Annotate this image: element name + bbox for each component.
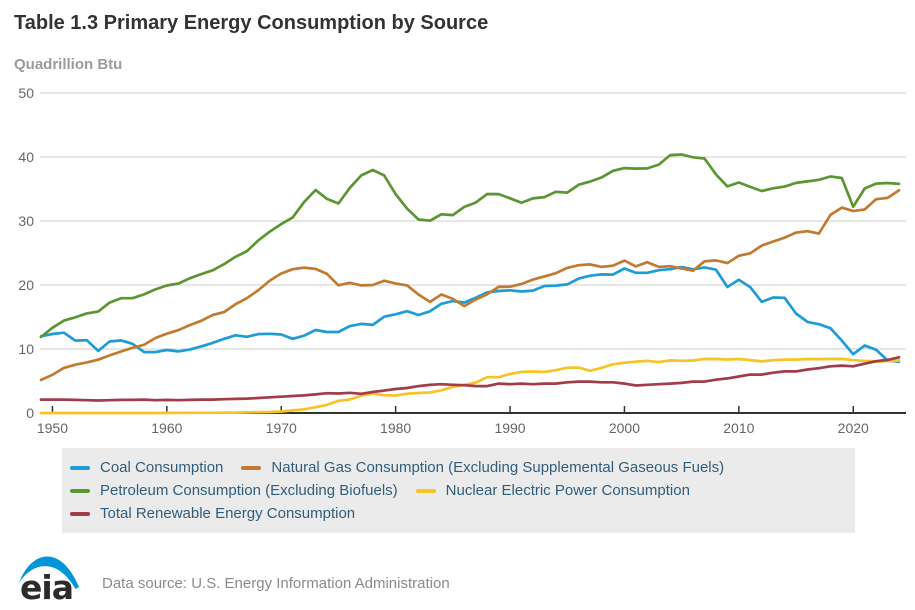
legend-swatch-icon [70,488,90,493]
legend-label: Total Renewable Energy Consumption [100,505,356,522]
legend-label: Nuclear Electric Power Consumption [445,482,690,499]
series-petroleum-consumption-excluding-biofuels [39,153,901,339]
line-chart: 0 10 20 30 40 50 1950 1960 1970 1980 1990 2000 2010 2… [18,86,906,436]
x-tick-label: 1970 [266,420,297,436]
legend-swatch-icon [241,465,262,470]
legend-item-petroleum-consumption-excluding-biofuels: Petroleum Consumption (Excluding Biofuel… [68,479,398,502]
x-tick-label: 2000 [609,420,640,436]
legend-label: Coal Consumption [100,459,224,476]
legend-item-coal-consumption: Coal Consumption [68,456,223,479]
x-tick-label: 1990 [494,420,525,436]
x-tick-label: 1980 [380,420,411,436]
x-tick-label: 1950 [37,420,68,436]
eia-logo: eia [19,556,79,602]
y-tick-label: 20 [18,277,34,293]
y-tick-label: 40 [18,149,34,165]
page-title: Table 1.3 Primary Energy Consumption by … [14,12,489,34]
legend-swatch-icon [70,511,90,516]
footer: eia Data source: U.S. Energy Information… [18,544,450,602]
series-natural-gas-consumption-excluding-supplemental-gaseous-fuels [39,188,901,382]
eia-logo-text: eia [20,568,73,602]
legend-item-natural-gas-consumption-excluding-supplemental-gaseous-fuels: Natural Gas Consumption (Excluding Suppl… [239,456,724,479]
legend-swatch-icon [70,465,90,470]
y-tick-label: 10 [18,341,34,357]
eia-logo-swoosh-icon [19,556,79,589]
legend-label: Petroleum Consumption (Excluding Biofuel… [100,482,398,499]
legend-label: Natural Gas Consumption (Excluding Suppl… [271,459,725,476]
data-source-label: Data source: U.S. Energy Information Adm… [102,575,450,592]
x-tick-label: 1960 [151,420,182,436]
legend-item-total-renewable-energy-consumption: Total Renewable Energy Consumption [68,502,355,525]
y-tick-label: 50 [18,86,34,101]
x-tick-label: 2020 [838,420,869,436]
x-tick-label: 2010 [723,420,754,436]
y-tick-label: 30 [18,213,34,229]
chart-legend: Coal Consumption Natural Gas Consumption … [62,448,855,533]
legend-item-nuclear-electric-power-consumption: Nuclear Electric Power Consumption [414,479,690,502]
legend-swatch-icon [415,488,436,493]
y-axis-units-label: Quadrillion Btu [14,56,123,73]
y-tick-label: 0 [26,405,34,421]
series-coal-consumption [39,265,901,364]
series-total-renewable-energy-consumption [39,355,901,402]
series-nuclear-electric-power-consumption [39,357,901,415]
